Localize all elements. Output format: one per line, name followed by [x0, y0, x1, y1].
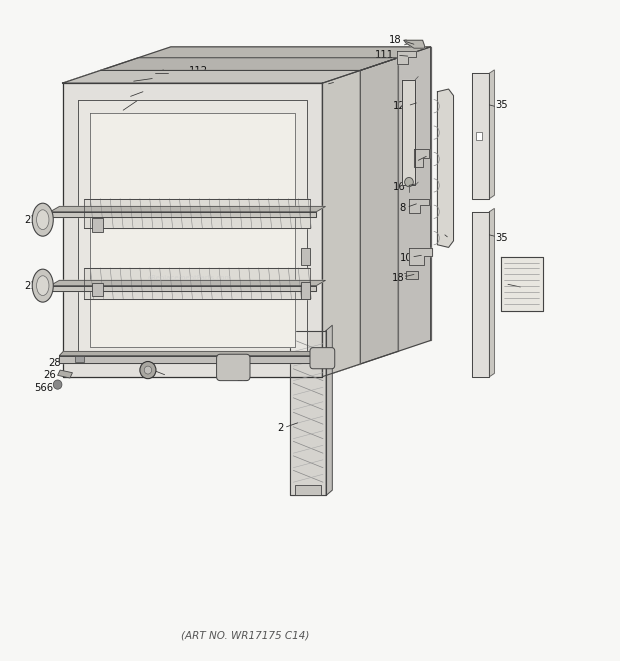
Bar: [295, 485, 321, 495]
Polygon shape: [91, 113, 294, 347]
FancyBboxPatch shape: [310, 348, 335, 369]
Polygon shape: [100, 58, 398, 71]
Polygon shape: [472, 212, 489, 377]
Text: 18: 18: [391, 273, 404, 283]
Polygon shape: [322, 71, 360, 377]
Polygon shape: [78, 100, 307, 360]
Polygon shape: [322, 47, 431, 377]
Text: 21: 21: [254, 320, 267, 330]
Text: 111: 111: [374, 50, 394, 59]
Text: 566: 566: [34, 383, 53, 393]
Circle shape: [140, 362, 156, 379]
Text: 18: 18: [389, 35, 402, 45]
Polygon shape: [138, 58, 398, 351]
Circle shape: [53, 380, 62, 389]
Text: 21: 21: [24, 215, 37, 225]
Polygon shape: [50, 286, 316, 291]
FancyBboxPatch shape: [216, 354, 250, 381]
Text: eReplacementParts.com: eReplacementParts.com: [147, 275, 231, 281]
Bar: [301, 248, 310, 264]
Ellipse shape: [37, 210, 49, 229]
Text: 23: 23: [104, 104, 117, 114]
Bar: [75, 356, 84, 362]
Text: 8: 8: [400, 203, 406, 213]
Polygon shape: [409, 198, 429, 213]
Circle shape: [144, 366, 152, 374]
Bar: [406, 271, 419, 279]
Text: 24: 24: [112, 91, 125, 100]
Ellipse shape: [32, 269, 53, 302]
Polygon shape: [397, 51, 417, 64]
Text: 1: 1: [520, 284, 527, 293]
Polygon shape: [489, 70, 494, 198]
Polygon shape: [489, 208, 494, 377]
Polygon shape: [50, 206, 326, 212]
Text: 2: 2: [278, 423, 284, 433]
Polygon shape: [290, 330, 326, 495]
Polygon shape: [409, 248, 433, 264]
Text: 32: 32: [73, 285, 86, 295]
Text: 150: 150: [310, 272, 329, 282]
Polygon shape: [438, 89, 453, 247]
Polygon shape: [84, 268, 310, 299]
Polygon shape: [360, 58, 398, 364]
Bar: [92, 218, 104, 231]
Polygon shape: [414, 149, 429, 167]
Text: 10: 10: [399, 253, 412, 263]
Text: 21: 21: [24, 281, 37, 291]
Bar: [92, 283, 104, 296]
Text: 5: 5: [409, 157, 415, 167]
Text: 6: 6: [438, 233, 445, 243]
Text: 921: 921: [335, 76, 354, 86]
Polygon shape: [63, 71, 360, 83]
Text: (ART NO. WR17175 C14): (ART NO. WR17175 C14): [181, 630, 309, 641]
Polygon shape: [50, 280, 326, 286]
Polygon shape: [500, 256, 542, 311]
Polygon shape: [63, 47, 431, 83]
Polygon shape: [404, 40, 425, 48]
Bar: [301, 282, 310, 299]
Text: 28: 28: [49, 358, 61, 368]
Polygon shape: [60, 352, 320, 356]
Text: 26: 26: [43, 370, 56, 380]
Polygon shape: [402, 80, 415, 185]
Text: 112: 112: [189, 66, 208, 76]
Text: 35: 35: [495, 233, 508, 243]
Circle shape: [405, 177, 414, 186]
Polygon shape: [472, 73, 489, 198]
Text: 32: 32: [73, 220, 86, 230]
Polygon shape: [60, 356, 316, 364]
Polygon shape: [326, 325, 332, 495]
Ellipse shape: [37, 276, 49, 295]
Polygon shape: [84, 198, 310, 228]
Polygon shape: [171, 47, 431, 340]
Polygon shape: [63, 83, 322, 377]
Polygon shape: [100, 71, 360, 364]
Ellipse shape: [32, 203, 53, 236]
Polygon shape: [58, 370, 73, 378]
Bar: [476, 132, 482, 140]
Text: 16: 16: [393, 182, 406, 192]
Polygon shape: [50, 212, 316, 217]
Text: 29: 29: [162, 370, 174, 380]
Text: 4: 4: [101, 117, 107, 127]
Text: 21: 21: [236, 373, 249, 383]
Text: 900: 900: [108, 75, 128, 85]
Text: 12: 12: [393, 101, 406, 111]
Text: 35: 35: [495, 100, 508, 110]
